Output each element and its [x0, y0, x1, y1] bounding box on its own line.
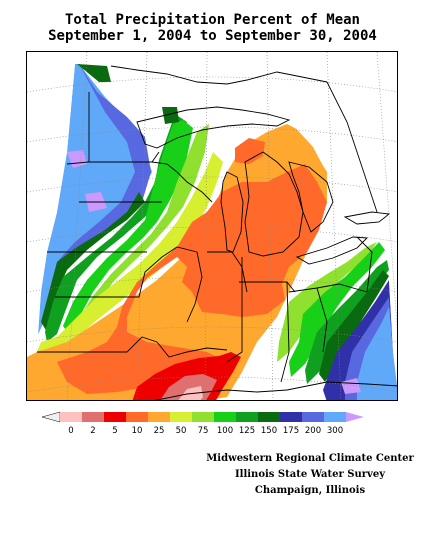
legend-tick-label: 5: [112, 426, 117, 436]
legend-swatch: [302, 412, 324, 422]
legend-swatch: [60, 412, 82, 422]
region-red-orange-north: [235, 138, 265, 164]
map-title-line-2: September 1, 2004 to September 30, 2004: [48, 28, 377, 44]
region-bright-green-west: [63, 120, 193, 334]
precipitation-map: [26, 51, 398, 401]
legend-tick-label: 0: [68, 426, 73, 436]
outside-domain-right-edge: [389, 232, 397, 386]
legend-swatch: [170, 412, 192, 422]
legend-swatch: [280, 412, 302, 422]
legend-swatch: [258, 412, 280, 422]
credit-isws: Illinois State Water Survey: [234, 469, 386, 480]
legend-tick-label: 150: [261, 426, 277, 436]
legend-swatch: [104, 412, 126, 422]
legend-tick-label: 25: [154, 426, 165, 436]
credit-location: Champaign, Illinois: [254, 485, 366, 496]
legend-tick-label: 10: [132, 426, 143, 436]
great-lakes: [110, 65, 391, 265]
lake-michigan: [220, 171, 244, 253]
legend-swatch: [236, 412, 258, 422]
legend-tick-label: 75: [198, 426, 209, 436]
region-dark-green-west: [41, 64, 145, 332]
legend-tick-label: 2: [90, 426, 95, 436]
region-light-blue-east: [357, 307, 397, 400]
outside-domain-left-edge: [27, 52, 75, 352]
legend-tick-label: 175: [283, 426, 299, 436]
region-pink-south: [160, 374, 217, 400]
credit-mrcc: Midwestern Regional Climate Center: [206, 453, 414, 464]
map-title-line-1: Total Precipitation Percent of Mean: [64, 12, 360, 28]
outside-domain-northeast: [111, 52, 397, 236]
lake-huron: [288, 161, 334, 233]
region-light-pink-south: [178, 386, 203, 400]
legend-tick-label: 50: [176, 426, 187, 436]
legend-swatch: [126, 412, 148, 422]
lake-ontario: [343, 211, 391, 225]
map-canvas: [27, 52, 397, 400]
legend-swatch: [214, 412, 236, 422]
michigan-lower-peninsula: [244, 151, 304, 257]
legend-arrow-left: [41, 411, 61, 423]
lake-erie: [295, 236, 369, 265]
region-bright-green-east: [289, 242, 385, 377]
graticule: [27, 52, 397, 400]
legend-tick-label: 100: [217, 426, 233, 436]
legend-swatch: [192, 412, 214, 422]
state-boundaries: [37, 92, 397, 400]
canada-border: [110, 65, 328, 85]
legend-tick-label: 300: [327, 426, 343, 436]
legend-swatch: [324, 412, 346, 422]
legend-tick-label: 200: [305, 426, 321, 436]
region-purple-southeast: [341, 378, 361, 394]
region-dark-green-north-tip: [162, 107, 179, 124]
legend-tick-label: 125: [239, 426, 255, 436]
lake-superior: [136, 106, 291, 149]
region-red-orange-central: [57, 164, 327, 394]
region-light-green-west: [63, 124, 209, 352]
legend-swatch: [82, 412, 104, 422]
legend-swatch: [148, 412, 170, 422]
color-legend: 0 2 5 10 25 50 75 100 125 150 175 200 300: [41, 411, 364, 436]
legend-arrow-right: [346, 412, 364, 422]
